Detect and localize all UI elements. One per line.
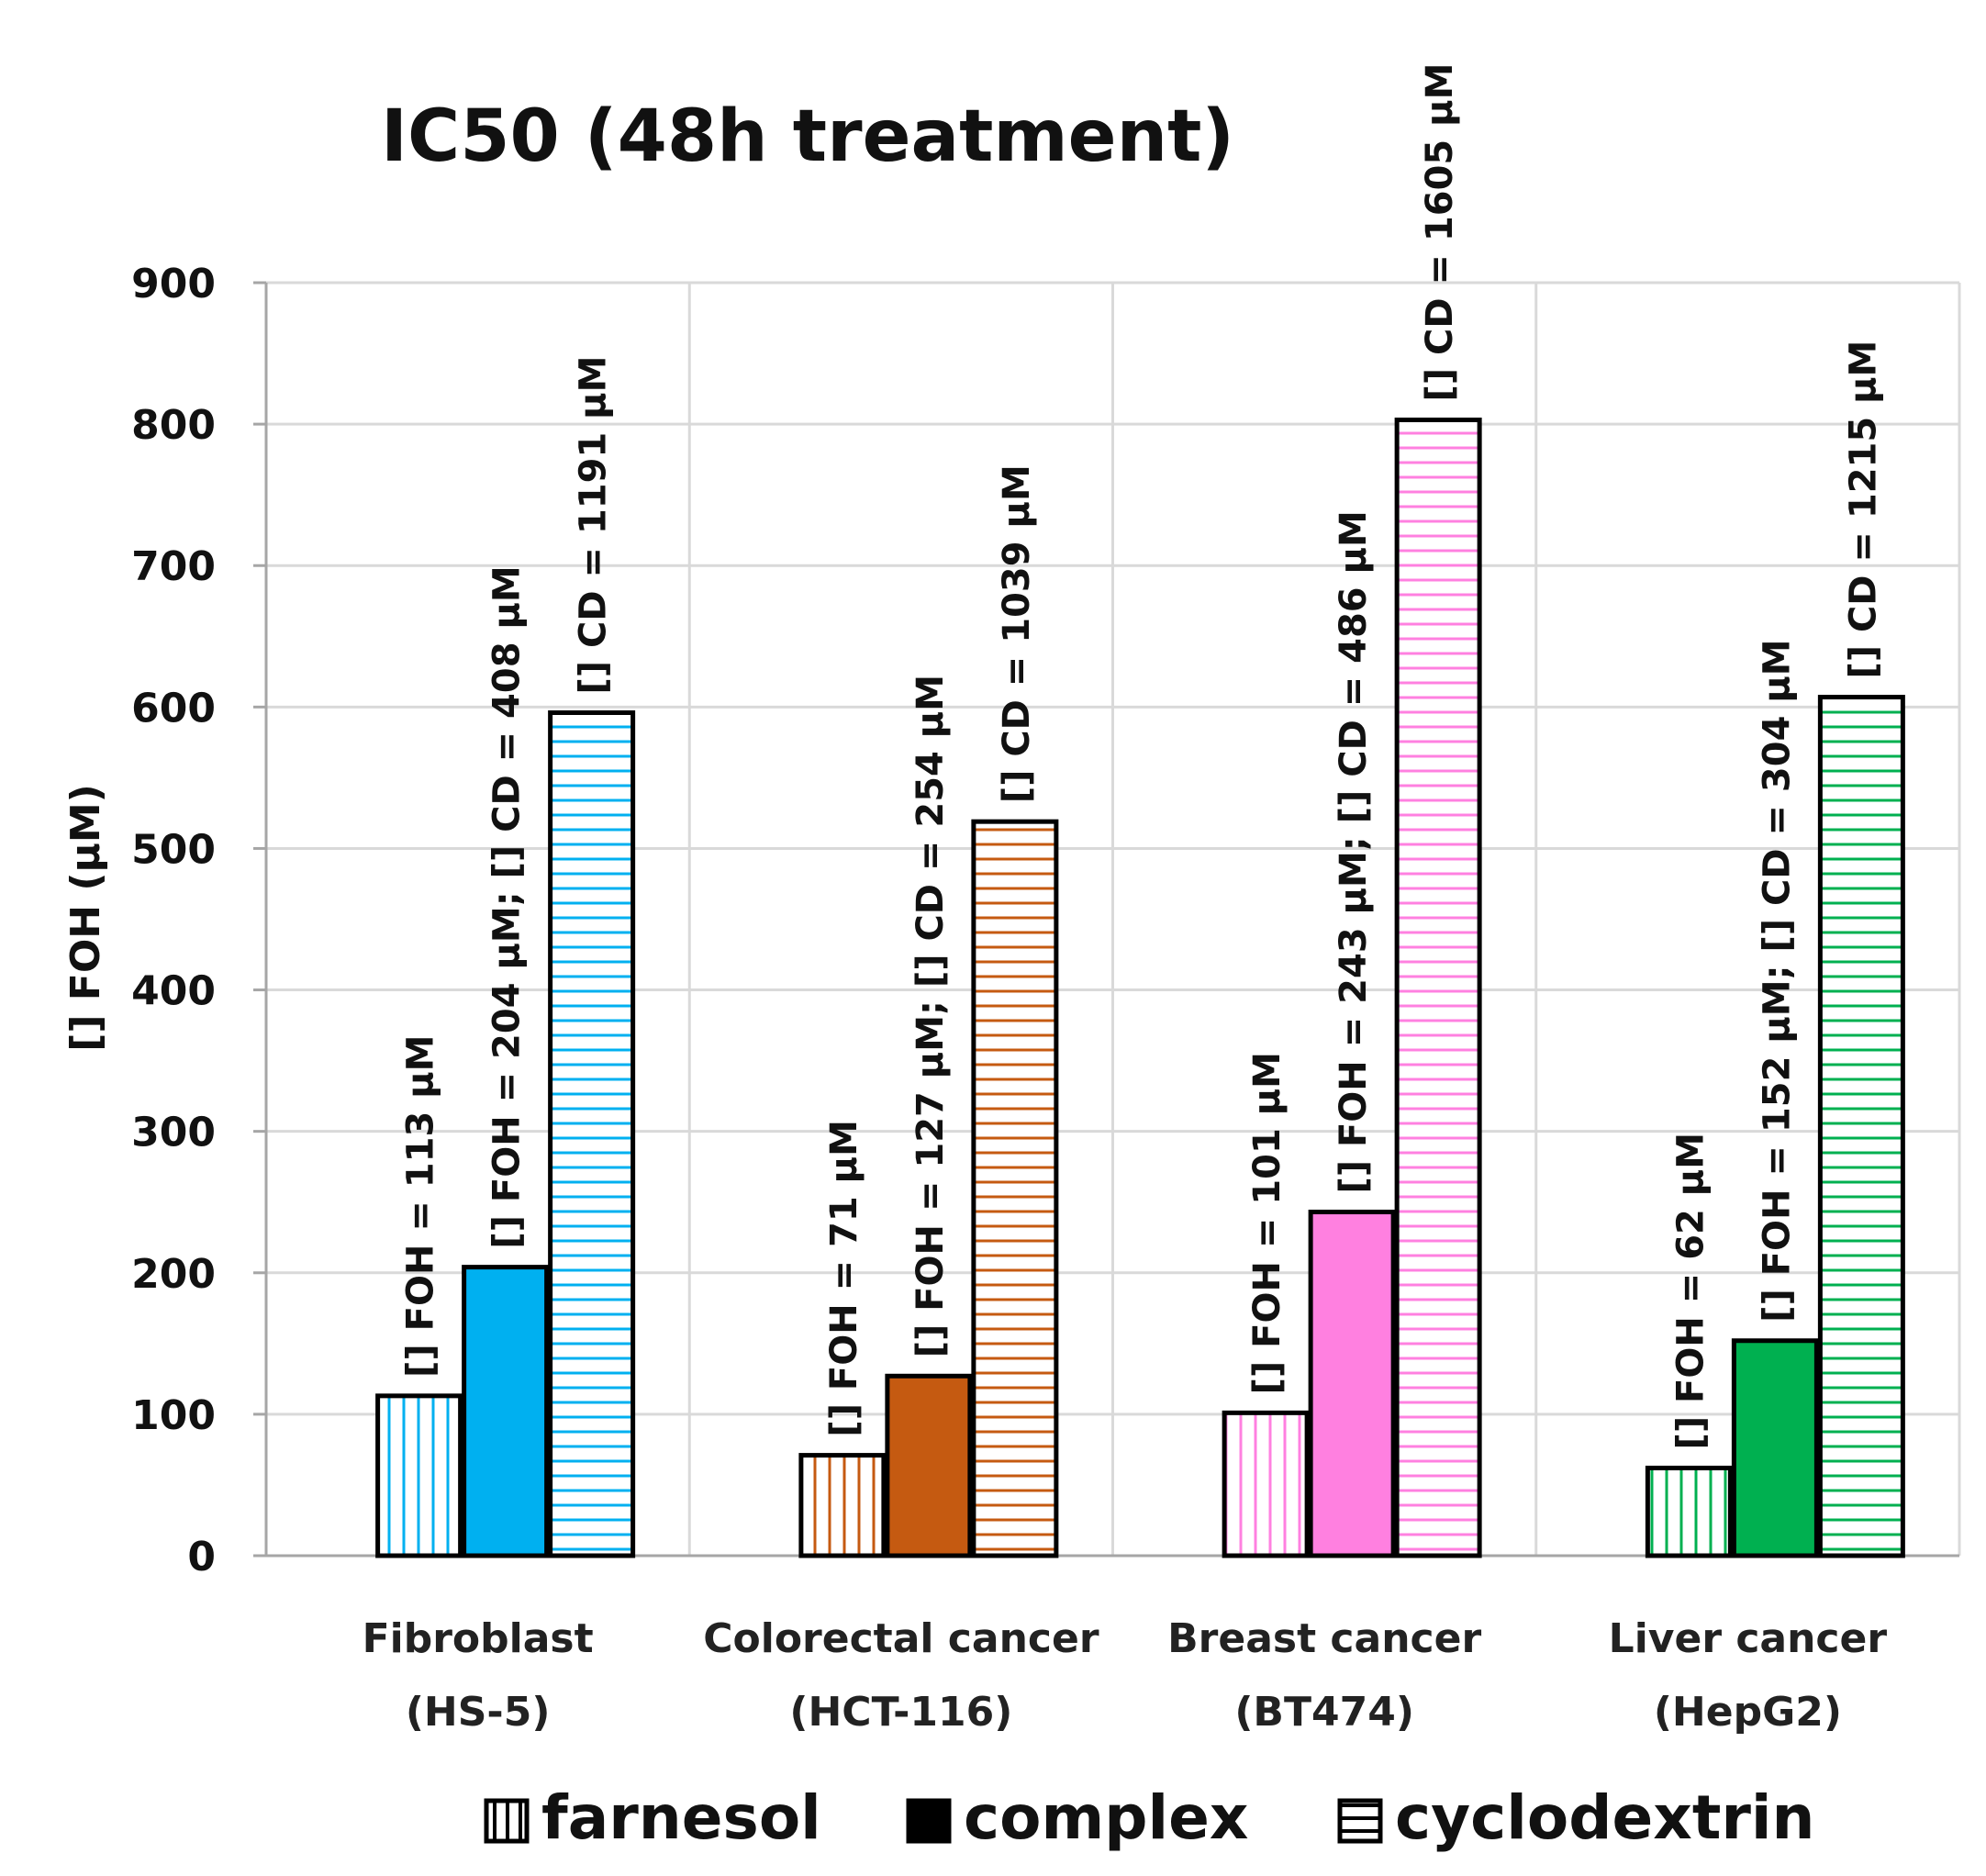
x-tick-label-line1: Breast cancer [1167, 1615, 1481, 1662]
legend: farnesol complex cyclodextrin [484, 1782, 1815, 1853]
y-tick-label: 300 [131, 1110, 216, 1156]
bar-cyclodextrin-2 [971, 819, 1059, 1558]
bars [375, 417, 1905, 1558]
y-tick-label: 900 [131, 261, 216, 307]
data-label-cyclodextrin-2: [] CD = 1039 μM [996, 464, 1038, 803]
x-tick-label-line1: Fibroblast [363, 1615, 594, 1662]
data-label-cyclodextrin-1: [] CD = 1191 μM [573, 356, 615, 695]
bar-farnesol-3 [1222, 1410, 1310, 1558]
data-label-cyclodextrin-3: [] CD = 1605 μM [1419, 63, 1461, 402]
data-label-complex-1: [] FOH = 204 μM; [] CD = 408 μM [486, 565, 529, 1248]
y-tick-label: 400 [131, 968, 216, 1015]
data-label-cyclodextrin-4: [] CD = 1215 μM [1842, 341, 1884, 679]
x-tick-label-line2: (HS-5) [406, 1689, 551, 1736]
bar-complex-2 [885, 1373, 973, 1558]
x-tick-label-line2: (HepG2) [1654, 1689, 1842, 1736]
data-labels: [] FOH = 113 μM [] FOH = 204 μM; [] CD = … [400, 63, 1885, 1450]
legend-label-cyclodextrin: cyclodextrin [1395, 1782, 1815, 1853]
bar-complex-4 [1731, 1338, 1819, 1558]
chart-title: IC50 (48h treatment) [381, 95, 1234, 178]
x-tick-label-line2: (HCT-116) [789, 1689, 1012, 1736]
bar-farnesol-2 [798, 1453, 887, 1558]
y-tick-label: 500 [131, 826, 216, 873]
legend-swatch-complex [906, 1798, 952, 1844]
legend-swatch-farnesol [484, 1798, 530, 1844]
bar-farnesol-4 [1645, 1465, 1733, 1558]
bar-cyclodextrin-4 [1817, 695, 1905, 1558]
y-tick-label: 600 [131, 685, 216, 731]
data-label-complex-3: [] FOH = 243 μM; [] CD = 486 μM [1333, 510, 1375, 1193]
y-tick-label: 0 [187, 1534, 216, 1580]
category-labels: Fibroblast (HS-5) Colorectal cancer (HCT-11… [363, 1615, 1888, 1736]
data-label-farnesol-4: [] FOH = 62 μM [1669, 1133, 1712, 1450]
data-label-complex-2: [] FOH = 127 μM; [] CD = 254 μM [909, 675, 952, 1357]
x-tick-label-line1: Liver cancer [1609, 1615, 1888, 1662]
legend-label-farnesol: farnesol [541, 1782, 821, 1853]
y-tick-label: 100 [131, 1392, 216, 1439]
bar-complex-1 [462, 1265, 550, 1558]
axes: 0 100 200 300 400 500 600 700 800 900 [131, 261, 1959, 1580]
y-tick-label: 200 [131, 1251, 216, 1298]
data-label-farnesol-3: [] FOH = 101 μM [1246, 1052, 1289, 1394]
y-tick-label: 700 [131, 543, 216, 590]
y-axis-label: [] FOH (μM) [62, 784, 109, 1052]
legend-label-complex: complex [964, 1782, 1248, 1853]
y-tick-label: 800 [131, 402, 216, 449]
bar-cyclodextrin-1 [548, 709, 636, 1558]
x-tick-label-line2: (BT474) [1234, 1689, 1414, 1736]
x-tick-label-line1: Colorectal cancer [703, 1615, 1099, 1662]
bar-cyclodextrin-3 [1394, 417, 1482, 1558]
data-label-complex-4: [] FOH = 152 μM; [] CD = 304 μM [1756, 639, 1798, 1322]
data-label-farnesol-2: [] FOH = 71 μM [823, 1120, 865, 1437]
bar-farnesol-1 [375, 1393, 463, 1558]
bar-complex-3 [1308, 1210, 1396, 1558]
legend-swatch-cyclodextrin [1337, 1798, 1383, 1844]
data-label-farnesol-1: [] FOH = 113 μM [400, 1035, 442, 1378]
